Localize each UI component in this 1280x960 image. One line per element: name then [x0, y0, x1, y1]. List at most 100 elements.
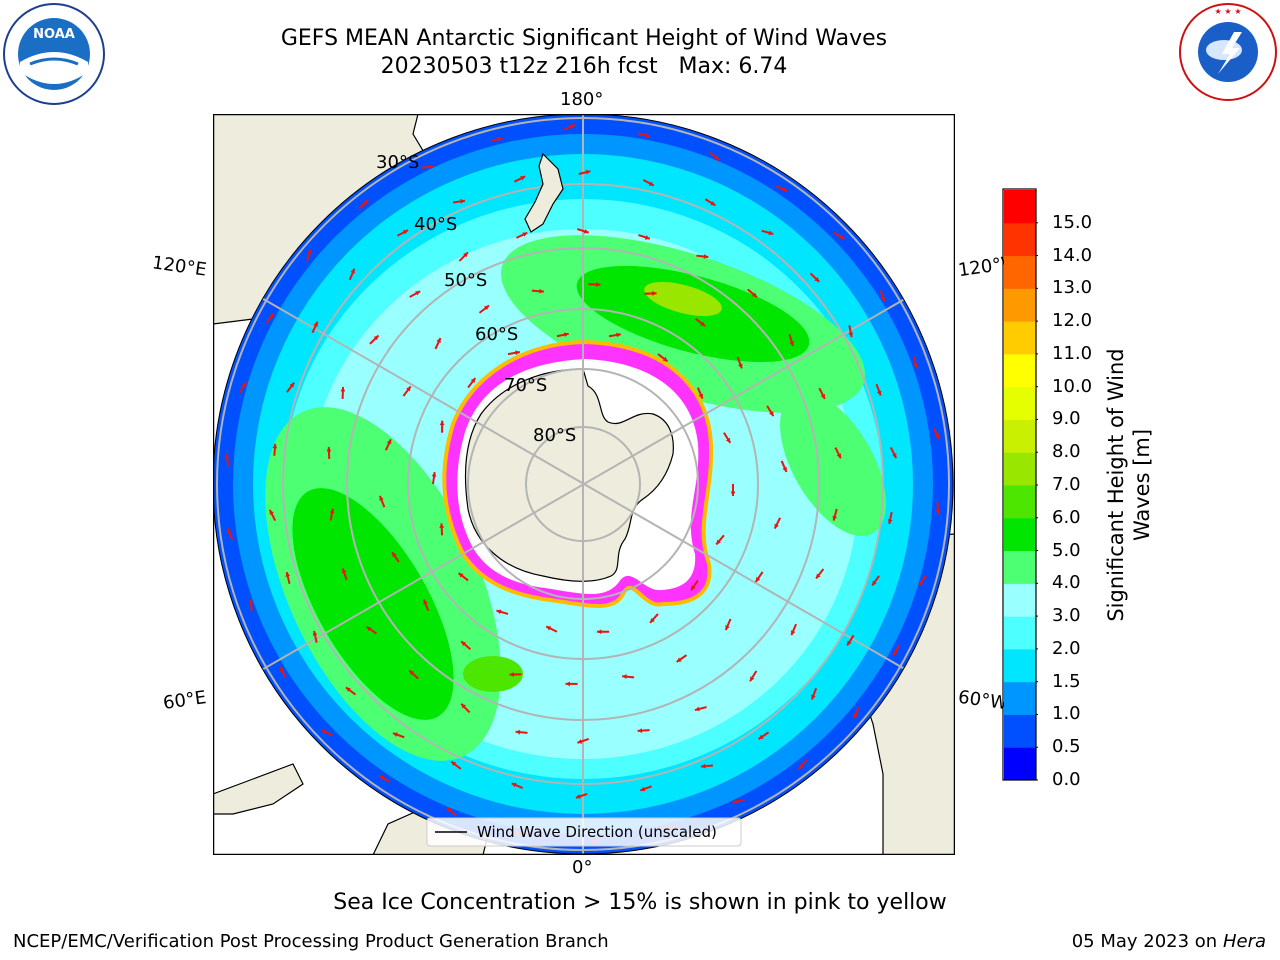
- wave-arrow-head: [700, 321, 706, 327]
- colorbar-band: [1004, 255, 1036, 289]
- colorbar-band: [1004, 648, 1036, 683]
- wave-arrow-head: [289, 382, 295, 388]
- wave-arrow-head: [750, 676, 755, 682]
- wave-arrow-head: [577, 739, 583, 744]
- legend-label: Wind Wave Direction (unscaled): [477, 823, 717, 841]
- noaa-logo: NOAA: [3, 3, 105, 105]
- wave-arrow-head: [880, 296, 886, 302]
- wave-arrow-head: [698, 393, 704, 399]
- wave-arrow-head: [224, 453, 230, 459]
- wave-arrow-head: [892, 453, 897, 459]
- wave-arrow-head: [782, 466, 787, 472]
- wave-arrow-head: [691, 585, 696, 591]
- wave-arrow-head: [595, 282, 601, 287]
- caption: Sea Ice Concentration > 15% is shown in …: [333, 890, 947, 915]
- wave-arrow-head: [241, 382, 247, 388]
- colorbar-band: [1004, 190, 1036, 224]
- wave-arrow-head: [755, 576, 761, 582]
- wave-arrow-head: [644, 235, 650, 240]
- wave-arrow-head: [710, 201, 716, 206]
- colorbar-band: [1004, 485, 1036, 519]
- wave-arrow-head: [820, 393, 825, 399]
- wave-arrow-head: [428, 164, 434, 170]
- wave-arrow-head: [269, 509, 274, 515]
- wave-arrow-head: [935, 509, 941, 515]
- wave-arrow-head: [570, 124, 576, 129]
- lat-label-70s: 70°S: [504, 375, 548, 396]
- wave-arrow-head: [616, 332, 621, 338]
- wave-arrow-head: [248, 599, 254, 605]
- colorbar-tick-label: 0.0: [1052, 769, 1081, 790]
- wave-arrow-head: [919, 580, 924, 586]
- wave-arrow-head: [269, 313, 274, 319]
- wave-arrow-head: [280, 666, 285, 672]
- wave-arrow-head: [509, 672, 514, 677]
- wave-arrow-head: [340, 386, 346, 392]
- colorbar: [1002, 188, 1038, 781]
- wave-arrow-head: [768, 230, 774, 236]
- lat-label-40s: 40°S: [414, 214, 458, 235]
- wave-arrow-head: [446, 807, 452, 813]
- colorbar-band: [1004, 452, 1036, 486]
- wave-arrow-head: [583, 229, 589, 234]
- lon-label-180: 180°: [560, 89, 604, 110]
- colorbar-band: [1004, 419, 1036, 453]
- wave-arrow-head: [853, 713, 859, 719]
- wave-arrow-head: [887, 519, 893, 524]
- colorbar-tick-label: 9.0: [1052, 408, 1081, 430]
- colorbar-band: [1004, 616, 1036, 650]
- wave-arrow-head: [326, 446, 332, 452]
- lon-label-60e: 60°E: [161, 687, 208, 714]
- wave-arrow-head: [893, 650, 898, 656]
- wave-arrow-head: [703, 254, 709, 259]
- wave-arrow-head: [814, 276, 820, 282]
- wave-arrow-head: [640, 786, 646, 792]
- colorbar-band: [1004, 550, 1036, 584]
- wave-arrow-head: [520, 176, 526, 181]
- polar-map: Wind Wave Direction (unscaled): [212, 113, 956, 856]
- footer-credit: NCEP/EMC/Verification Post Processing Pr…: [13, 931, 609, 952]
- colorbar-band: [1004, 517, 1036, 552]
- colorbar-tick-label: 2.0: [1052, 637, 1081, 659]
- colorbar-tick-label: 12.0: [1052, 310, 1093, 332]
- wave-arrow-head: [730, 491, 736, 496]
- wave-arrow-head: [637, 728, 643, 734]
- colorbar-band: [1004, 353, 1036, 388]
- wave-arrow-head: [782, 186, 788, 192]
- wave-arrow-head: [758, 734, 764, 740]
- wave-arrow-head: [379, 776, 385, 781]
- colorbar-tick-label: 3.0: [1052, 605, 1081, 627]
- colorbar-tick-label: 5.0: [1052, 539, 1081, 561]
- colorbar-tick-label: 1.0: [1052, 703, 1081, 725]
- colorbar-tick-label: 4.0: [1052, 572, 1081, 594]
- lon-label-120e: 120°E: [150, 252, 208, 281]
- footer-date: 05 May 2023 on Hera: [1071, 931, 1266, 952]
- wind-wave-arrows: [224, 123, 941, 845]
- wave-arrow-head: [363, 200, 369, 205]
- wave-arrow-head: [321, 729, 327, 735]
- colorbar-band: [1004, 714, 1036, 748]
- wave-arrow-head: [798, 764, 804, 769]
- colorbar-tick-label: 7.0: [1052, 474, 1081, 495]
- wave-arrow-head: [461, 641, 467, 647]
- africa-land: [213, 763, 304, 815]
- wave-arrow-head: [415, 291, 421, 296]
- wave-arrow-head: [752, 292, 757, 298]
- wave-arrow-head: [497, 136, 503, 142]
- wave-arrow-head: [769, 411, 774, 417]
- colorbar-tick-label: 1.5: [1052, 670, 1081, 692]
- colorbar-tick-label: 14.0: [1052, 244, 1093, 266]
- colorbar-tick-label: 0.5: [1052, 736, 1081, 758]
- wave-arrow-head: [652, 291, 657, 296]
- wave-arrow-head: [313, 321, 318, 327]
- wave-arrow-head: [458, 573, 464, 578]
- wave-arrow-head: [546, 626, 552, 631]
- wave-arrow-head: [839, 234, 845, 239]
- wave-arrow-head: [725, 625, 730, 631]
- colorbar-tick-label: 11.0: [1052, 342, 1093, 364]
- chart-subtitle: 20230503 t12z 216h fcst Max: 6.74: [380, 54, 788, 79]
- wave-arrow-head: [738, 363, 743, 369]
- wave-arrow-head: [934, 433, 940, 439]
- colorbar-band: [1004, 288, 1036, 322]
- wave-arrow-head: [836, 453, 841, 459]
